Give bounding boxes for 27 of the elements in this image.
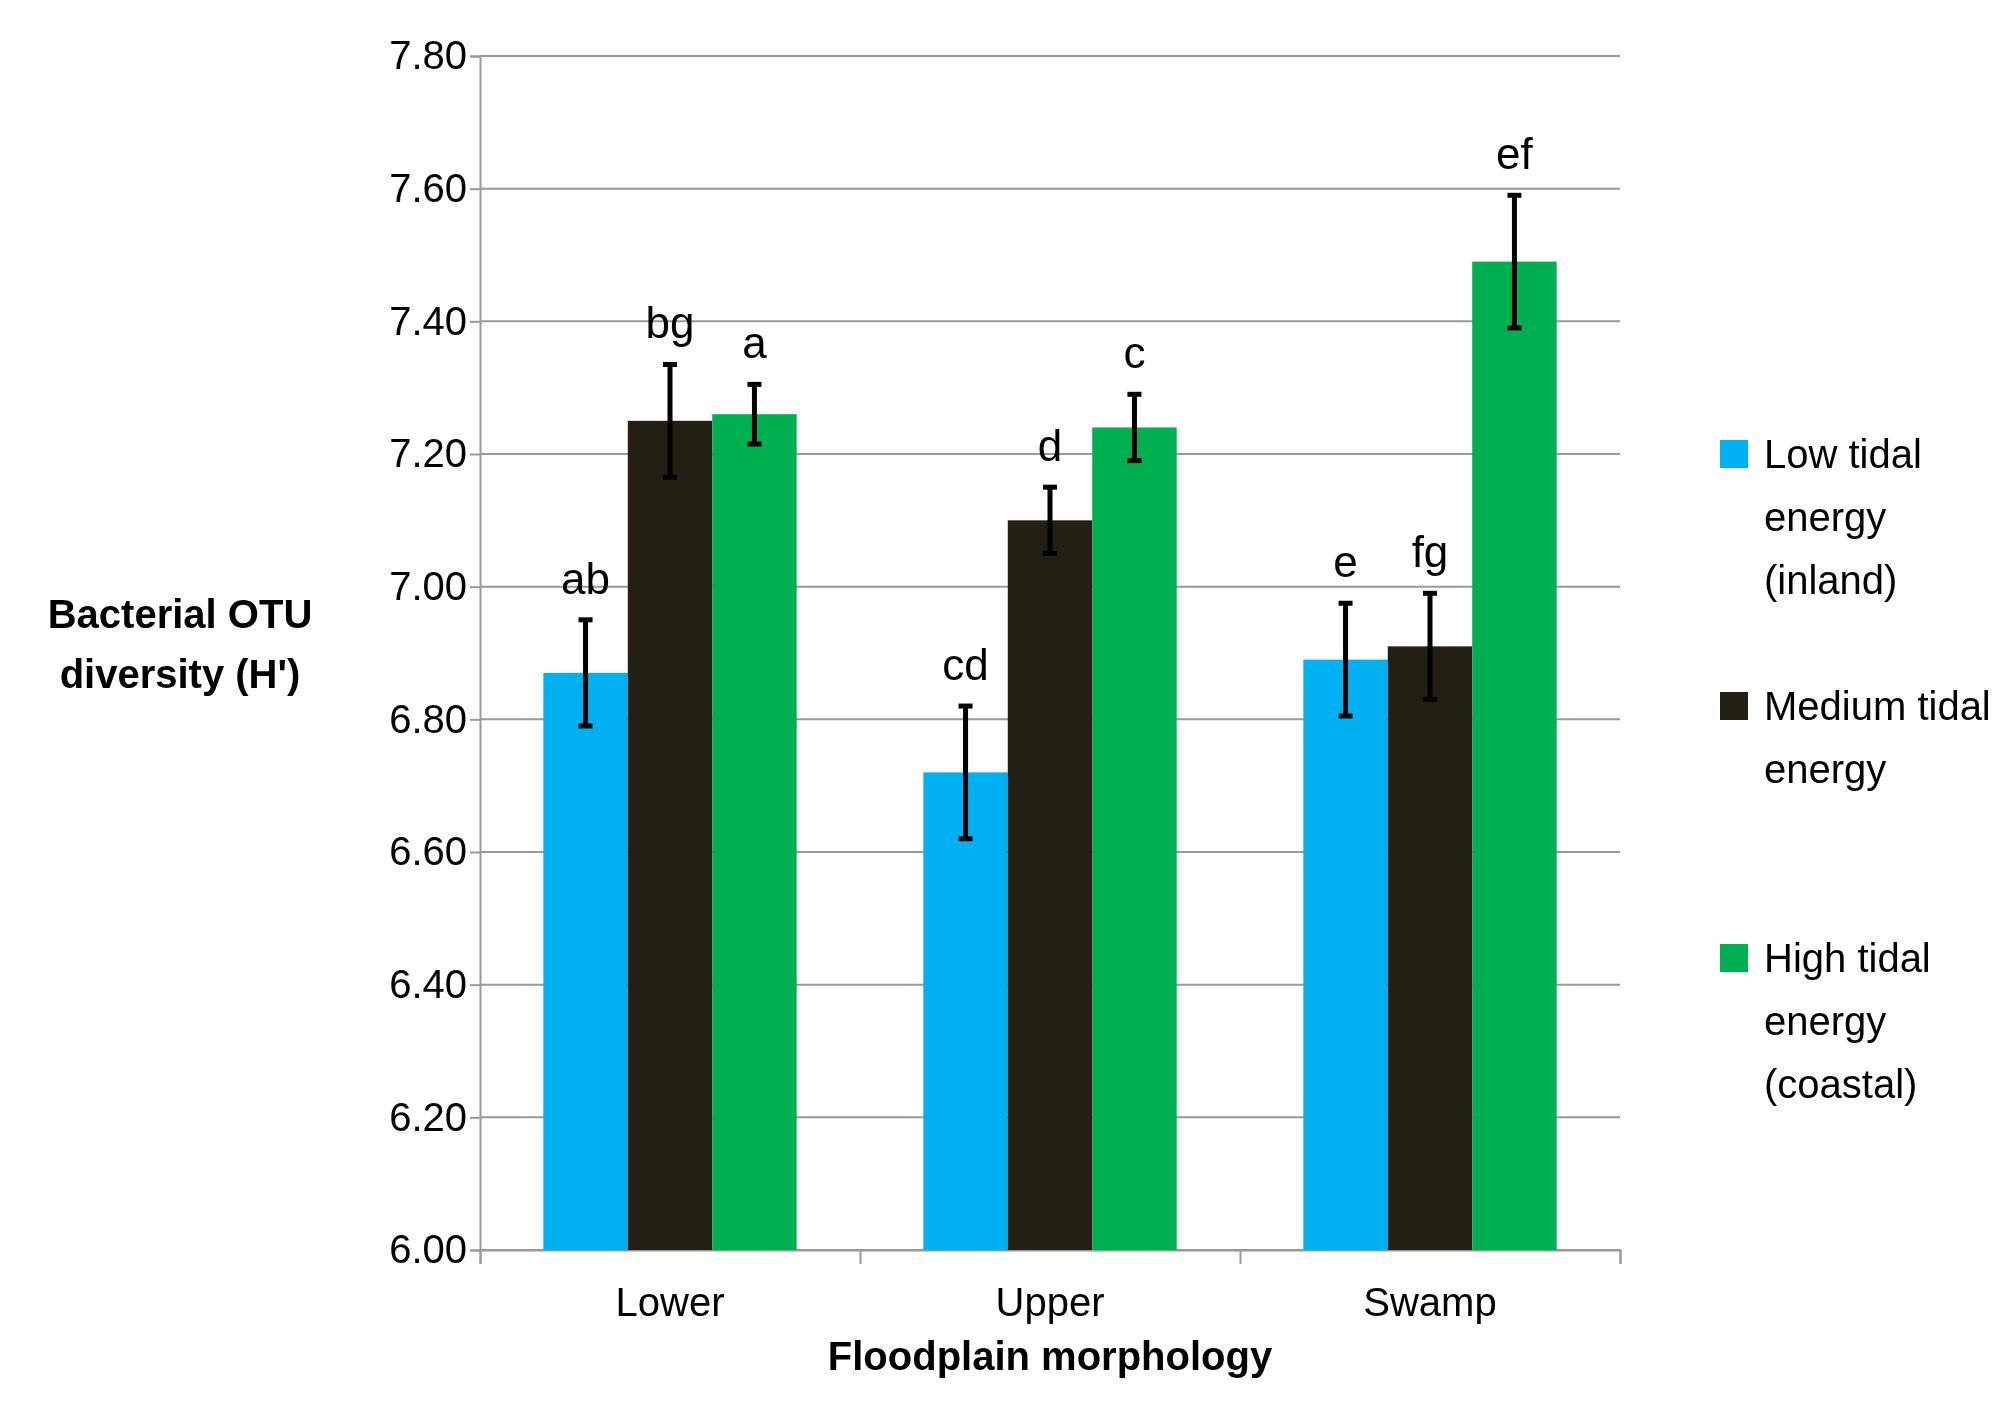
x-axis-title: Floodplain morphology [827,1334,1273,1378]
y-axis-title: Bacterial OTU diversity (H') [47,592,313,696]
y-tick-label: 7.80 [389,33,467,78]
annotation: e [1333,537,1358,587]
y-tick-label: 6.00 [389,1227,467,1272]
y-tick-label: 7.20 [389,431,467,476]
y-tick-label: 7.00 [389,563,467,608]
y-tick-label: 6.20 [389,1094,467,1139]
y-tick-label: 6.80 [389,696,467,741]
annotation: c [1123,328,1146,378]
y-tick-label: 7.40 [389,298,467,343]
annotation: d [1037,421,1063,471]
y-tick-label: 6.60 [389,829,467,874]
legend-label: High tidal energy (coastal) [1764,936,1931,1106]
annotation: fg [1411,527,1449,577]
x-tick-label: Upper [995,1280,1105,1324]
x-tick-label: Swamp [1363,1280,1497,1324]
annotation: bg [645,298,695,348]
y-tick-label: 7.60 [389,165,467,210]
annotation: a [742,318,768,368]
annotation: ab [561,553,611,603]
annotation: ef [1496,129,1534,179]
y-tick-label: 6.40 [389,961,467,1006]
legend-label: Medium tidal energy [1764,684,1991,791]
annotation: cd [942,640,989,690]
legend-label: Low tidal energy (inland) [1764,432,1922,602]
x-tick-label: Lower [615,1280,725,1324]
